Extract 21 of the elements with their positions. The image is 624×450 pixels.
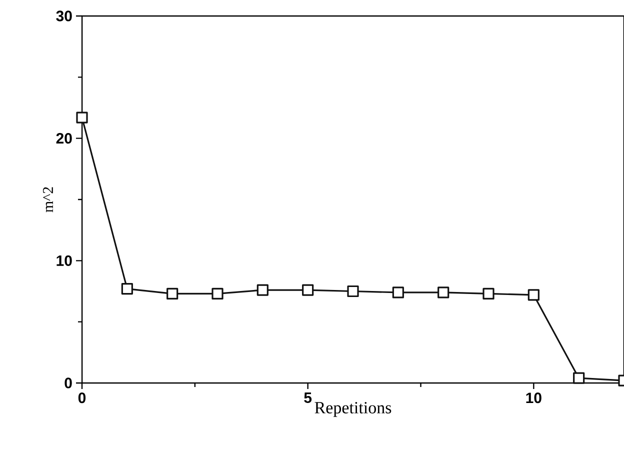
point — [166, 288, 178, 300]
point — [573, 372, 585, 384]
point — [76, 112, 88, 124]
y-tick-label: 20 — [56, 133, 72, 144]
x-tick-label: 10 — [526, 392, 542, 404]
point — [482, 288, 494, 300]
point — [438, 286, 450, 298]
x-axis-title: Repetitions — [314, 402, 392, 417]
point — [212, 288, 224, 300]
y-tick-label: 30 — [56, 10, 72, 22]
x-tick-label: 0 — [78, 392, 86, 404]
point — [392, 286, 404, 298]
point — [121, 283, 133, 295]
point — [256, 284, 268, 296]
point — [528, 289, 540, 301]
y-tick-label: 0 — [64, 378, 72, 388]
x-tick-label: 5 — [304, 392, 312, 403]
y-tick-label: 10 — [56, 255, 72, 266]
point — [347, 285, 359, 298]
y-axis-title: m^2 — [42, 187, 53, 212]
point — [302, 284, 314, 296]
